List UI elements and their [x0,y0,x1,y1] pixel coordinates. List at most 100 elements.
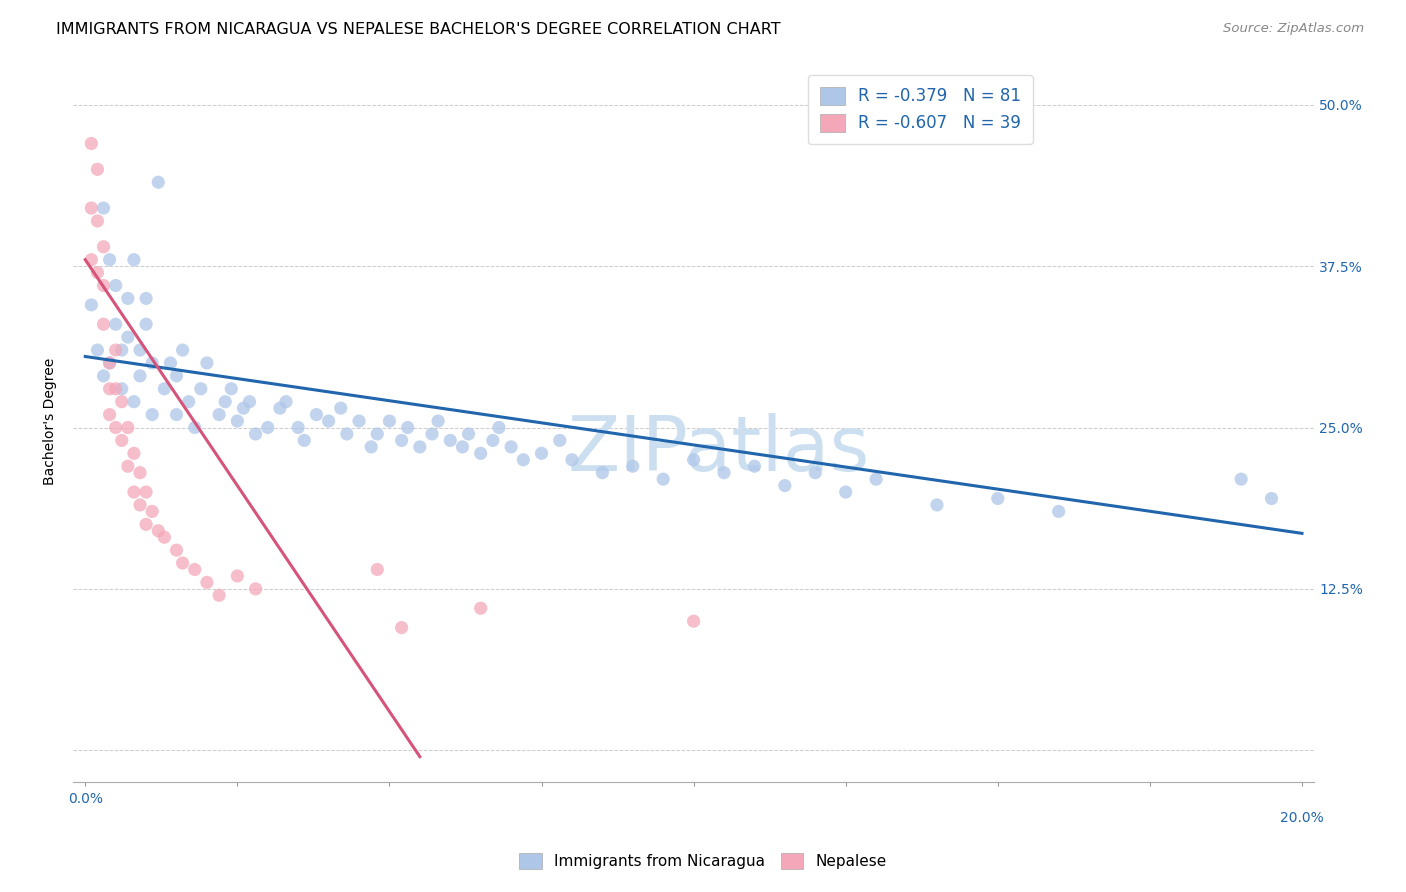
Point [135,317,157,331]
Point [177,394,200,409]
Point [80,298,103,312]
Point [226,414,249,428]
Point [329,401,352,416]
Point [190,382,212,396]
Point [104,420,127,434]
Point [172,556,194,570]
Point [135,485,157,500]
Point [987,491,1010,506]
Point [274,394,297,409]
Point [208,588,231,602]
Point [219,382,242,396]
Point [744,459,766,474]
Point [135,292,157,306]
Point [305,408,328,422]
Point [141,504,163,518]
Y-axis label: Bachelor's Degree: Bachelor's Degree [44,358,58,484]
Point [470,601,492,615]
Point [111,434,134,448]
Point [111,394,134,409]
Point [621,459,644,474]
Point [292,434,315,448]
Legend: Immigrants from Nicaragua, Nepalese: Immigrants from Nicaragua, Nepalese [513,847,893,875]
Point [208,408,231,422]
Point [652,472,675,486]
Point [93,317,115,331]
Point [366,562,388,576]
Point [427,414,450,428]
Point [925,498,948,512]
Point [98,408,121,422]
Point [501,440,523,454]
Point [129,498,152,512]
Point [1230,472,1253,486]
Point [245,426,267,441]
Point [409,440,432,454]
Point [1260,491,1282,506]
Point [184,562,207,576]
Point [148,524,170,538]
Point [287,420,309,434]
Point [98,356,121,370]
Point [122,485,145,500]
Point [166,408,188,422]
Point [682,452,704,467]
Point [396,420,419,434]
Point [561,452,583,467]
Point [166,368,188,383]
Point [122,446,145,460]
Legend: R = -0.379   N = 81, R = -0.607   N = 39: R = -0.379 N = 81, R = -0.607 N = 39 [808,75,1033,145]
Point [135,517,157,532]
Point [548,434,571,448]
Point [184,420,207,434]
Point [93,368,115,383]
Point [86,162,108,177]
Point [111,382,134,396]
Point [80,201,103,215]
Point [93,240,115,254]
Point [245,582,267,596]
Point [195,575,218,590]
Point [713,466,735,480]
Point [360,440,382,454]
Point [141,356,163,370]
Point [172,343,194,357]
Point [153,382,176,396]
Point [141,408,163,422]
Point [104,278,127,293]
Text: Source: ZipAtlas.com: Source: ZipAtlas.com [1223,22,1364,36]
Point [93,201,115,215]
Point [482,434,505,448]
Point [98,252,121,267]
Point [682,614,704,628]
Point [117,330,139,344]
Point [148,175,170,189]
Point [226,569,249,583]
Point [336,426,359,441]
Point [86,214,108,228]
Point [93,278,115,293]
Point [470,446,492,460]
Point [457,426,479,441]
Point [256,420,278,434]
Point [451,440,474,454]
Text: ZIPatlas: ZIPatlas [567,413,870,487]
Point [195,356,218,370]
Point [318,414,340,428]
Point [80,252,103,267]
Point [591,466,613,480]
Point [104,317,127,331]
Point [129,368,152,383]
Point [378,414,401,428]
Point [86,343,108,357]
Point [420,426,443,441]
Point [834,485,856,500]
Point [530,446,553,460]
Point [159,356,181,370]
Point [117,459,139,474]
Point [269,401,291,416]
Point [804,466,827,480]
Point [104,343,127,357]
Point [98,382,121,396]
Point [117,420,139,434]
